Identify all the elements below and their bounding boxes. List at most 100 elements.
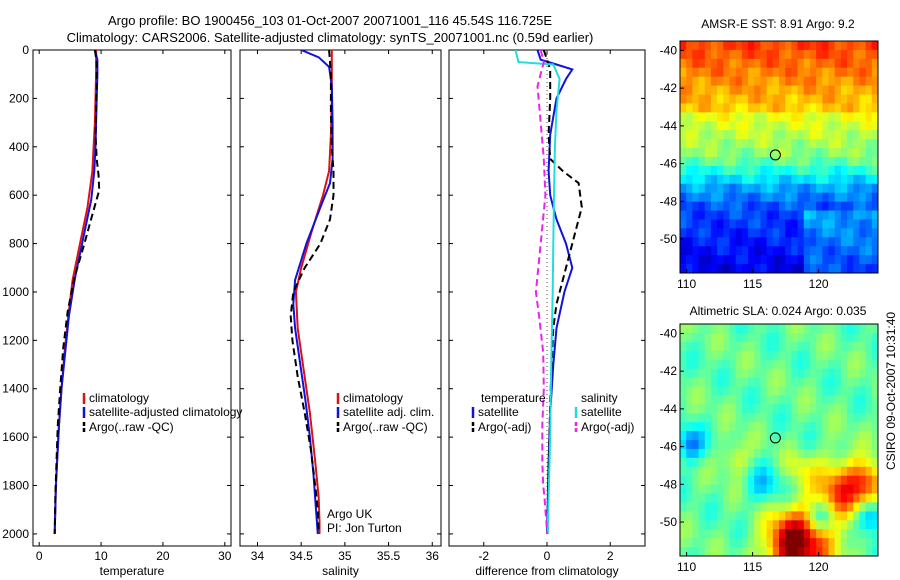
sla-heatmap-cell	[772, 466, 780, 477]
sla-heatmap-cell	[785, 547, 792, 557]
sst-heatmap-cell	[723, 130, 730, 140]
sla-heatmap-cell	[754, 359, 761, 370]
sla-heatmap-cell	[723, 350, 730, 361]
sst-heatmap-cell	[704, 41, 712, 51]
sst-heatmap-cell	[735, 139, 743, 149]
sla-heatmap-cell	[704, 422, 712, 432]
sst-heatmap-cell	[803, 246, 811, 256]
salinity-xtick-label: 34	[251, 549, 265, 563]
sst-heatmap-cell	[828, 94, 836, 104]
sla-heatmap-cell	[729, 475, 737, 486]
sst-heatmap-cell	[741, 112, 749, 122]
sla-heatmap-cell	[710, 404, 718, 414]
sla-heatmap-cell	[686, 484, 693, 494]
difference-series-salinity-satellite	[514, 50, 561, 534]
sla-heatmap-cell	[816, 324, 823, 334]
sla-heatmap-cell	[834, 404, 842, 414]
sla-heatmap-cell	[785, 448, 792, 459]
sst-heatmap-cell	[723, 219, 730, 229]
sla-heatmap-cell	[785, 484, 792, 494]
sst-heatmap-cell	[760, 85, 768, 95]
sla-heatmap-cell	[710, 538, 718, 548]
sst-heatmap-cell	[840, 255, 848, 265]
sla-heatmap-cell	[698, 431, 706, 441]
sst-heatmap-cell	[834, 121, 842, 131]
sst-heatmap-cell	[853, 174, 860, 185]
sst-heatmap-cell	[803, 103, 811, 113]
sst-heatmap-cell	[729, 183, 737, 194]
sla-heatmap-cell	[760, 520, 768, 530]
sla-heatmap-cell	[717, 529, 724, 539]
sla-heatmap-cell	[809, 484, 817, 494]
sla-heatmap-cell	[816, 332, 823, 343]
sst-heatmap-cell	[680, 139, 687, 149]
sst-heatmap-cell	[772, 148, 780, 158]
sla-heatmap-cell	[735, 341, 743, 352]
sla-heatmap-cell	[766, 404, 774, 414]
sla-heatmap-cell	[865, 440, 873, 450]
sst-heatmap-cell	[853, 76, 860, 87]
sst-heatmap-cell	[717, 94, 724, 104]
sst-heatmap-cell	[779, 121, 786, 131]
diff-legend-sal-satellite-label: satellite	[581, 405, 622, 419]
sla-heatmap-cell	[686, 547, 693, 557]
sst-heatmap-cell	[865, 246, 873, 256]
sst-heatmap-cell	[741, 237, 749, 247]
sst-heatmap-cell	[779, 139, 786, 149]
sla-heatmap-cell	[741, 404, 749, 414]
sla-heatmap-cell	[859, 520, 867, 530]
sla-heatmap-cell	[729, 350, 737, 361]
sla-heatmap-cell	[834, 538, 842, 548]
sla-ytick-label: -46	[660, 440, 678, 454]
sst-heatmap-cell	[822, 183, 829, 194]
sla-heatmap-cell	[717, 520, 724, 530]
sst-heatmap-cell	[741, 157, 749, 167]
sst-heatmap-cell	[803, 228, 811, 238]
sst-heatmap-cell	[834, 246, 842, 256]
sla-heatmap-cell	[772, 493, 780, 503]
temp-legend-satellite-label: satellite-adjusted climatology	[89, 405, 242, 419]
sst-heatmap-cell	[680, 49, 687, 60]
sst-heatmap-cell	[766, 112, 774, 122]
sla-heatmap-cell	[865, 457, 873, 468]
sst-heatmap-cell	[710, 246, 718, 256]
sst-heatmap-cell	[760, 228, 768, 238]
sla-heatmap-cell	[766, 484, 774, 494]
sst-heatmap-cell	[754, 67, 761, 78]
sst-heatmap-cell	[809, 210, 817, 220]
sla-heatmap-cell	[853, 413, 860, 423]
sst-heatmap-cell	[859, 121, 867, 131]
sla-heatmap-cell	[766, 520, 774, 530]
sla-heatmap-cell	[816, 377, 823, 387]
sst-heatmap-cell	[741, 246, 749, 256]
sst-heatmap-cell	[797, 85, 805, 95]
sla-heatmap-cell	[803, 511, 811, 521]
sst-heatmap-cell	[680, 255, 687, 265]
sla-heatmap-cell	[822, 538, 829, 548]
sst-heatmap-cell	[704, 139, 712, 149]
sst-heatmap-cell	[822, 210, 829, 220]
sst-heatmap-cell	[865, 174, 873, 185]
sst-heatmap-cell	[760, 130, 768, 140]
sla-heatmap-cell	[871, 324, 879, 334]
sla-heatmap-cell	[741, 386, 749, 396]
sla-heatmap-cell	[735, 466, 743, 477]
sla-heatmap-cell	[710, 431, 718, 441]
sst-heatmap-cell	[803, 76, 811, 87]
sla-heatmap-cell	[698, 466, 706, 477]
sla-heatmap-cell	[680, 457, 687, 468]
sst-heatmap-cell	[779, 49, 786, 60]
sla-heatmap-cell	[741, 466, 749, 477]
sla-heatmap-cell	[735, 377, 743, 387]
sst-heatmap-cell	[754, 157, 761, 167]
sla-heatmap-cell	[760, 493, 768, 503]
sst-heatmap-cell	[803, 121, 811, 131]
sst-heatmap-cell	[729, 94, 737, 104]
sst-heatmap-cell	[847, 192, 854, 203]
sst-heatmap-cell	[772, 112, 780, 122]
sst-heatmap-cell	[766, 237, 774, 247]
sla-heatmap-cell	[680, 493, 687, 503]
sla-heatmap-cell	[816, 359, 823, 370]
sla-heatmap-cell	[710, 341, 718, 352]
sst-heatmap-cell	[692, 192, 699, 203]
